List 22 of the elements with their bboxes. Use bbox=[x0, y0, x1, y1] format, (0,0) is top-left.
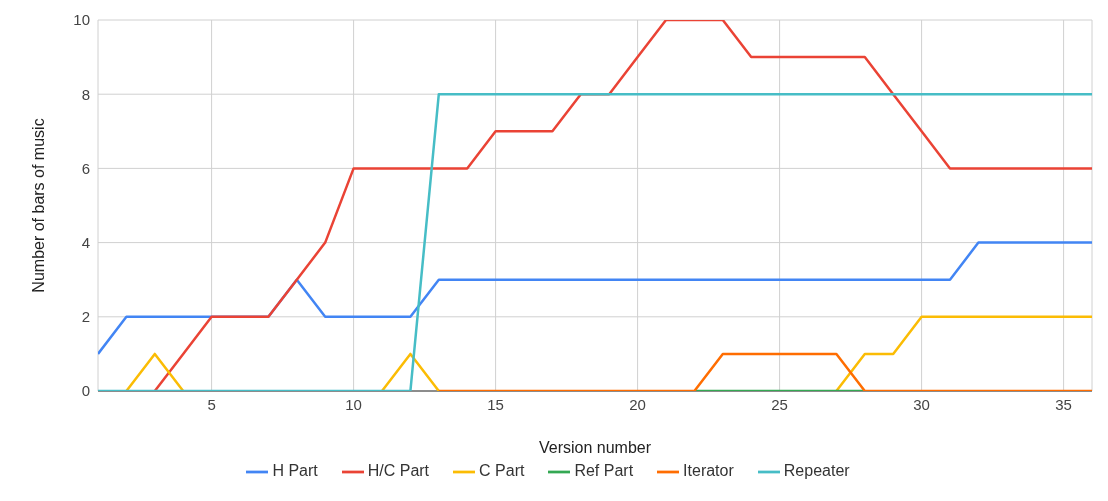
x-tick-label: 20 bbox=[629, 395, 646, 413]
y-tick-label: 10 bbox=[73, 11, 90, 29]
x-axis-title: Version number bbox=[538, 439, 652, 456]
legend-label: Repeater bbox=[783, 462, 850, 480]
legend-label: H Part bbox=[272, 462, 318, 480]
legend-label: Iterator bbox=[683, 462, 734, 480]
y-tick-label: 6 bbox=[81, 159, 90, 177]
legend-label: Ref Part bbox=[574, 462, 634, 480]
y-tick-label: 2 bbox=[81, 308, 90, 326]
line-series bbox=[153, 20, 1092, 391]
legend-label: C Part bbox=[479, 462, 525, 480]
x-tick-label: 35 bbox=[1055, 395, 1072, 413]
x-tick-label: 30 bbox=[913, 395, 930, 413]
x-tick-label: 15 bbox=[487, 395, 504, 413]
y-tick-label: 4 bbox=[81, 233, 90, 251]
y-tick-label: 8 bbox=[81, 85, 90, 103]
x-tick-label: 5 bbox=[207, 395, 216, 413]
legend-label: H/C Part bbox=[367, 462, 430, 480]
y-tick-label: 0 bbox=[81, 382, 90, 400]
x-tick-label: 10 bbox=[345, 395, 362, 413]
x-tick-label: 25 bbox=[771, 395, 788, 413]
y-axis-title: Number of bars of music bbox=[29, 118, 47, 293]
